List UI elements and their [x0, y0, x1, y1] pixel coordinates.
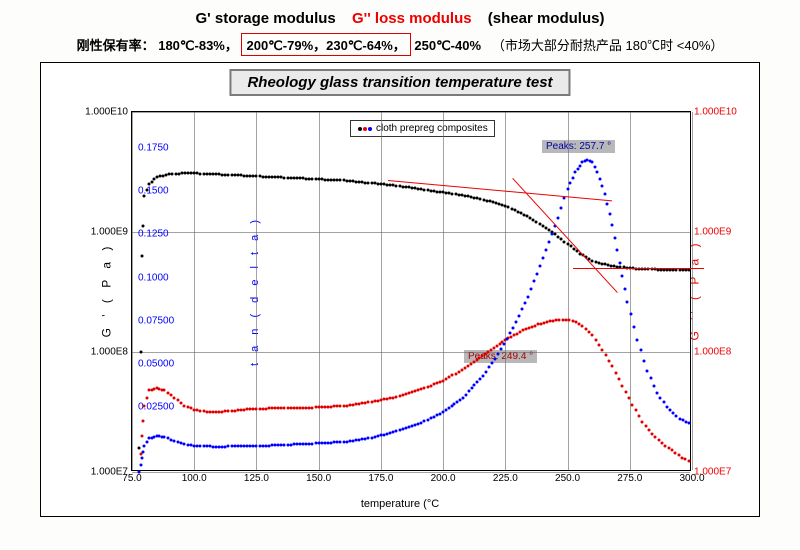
- chart-panel: Rheology glass transition temperature te…: [40, 62, 760, 517]
- ytick-left: 1.000E9: [91, 227, 128, 238]
- rigidity-label: 刚性保有率：: [77, 35, 155, 54]
- ytick-tan: 0.1750: [138, 143, 169, 154]
- ytick-tan: 0.05000: [138, 359, 174, 370]
- xtick: 225.0: [493, 473, 518, 484]
- xtick: 100.0: [182, 473, 207, 484]
- ytick-right: 1.000E8: [694, 347, 731, 358]
- ytick-tan: 0.07500: [138, 315, 174, 326]
- ytick-left: 1.000E7: [91, 467, 128, 478]
- legend-dots: [357, 123, 372, 134]
- ytick-right: 1.000E7: [694, 467, 731, 478]
- rigidity-v3: 250℃-40%: [414, 38, 481, 53]
- tan-delta-label: t a n ( d e l t a ): [249, 216, 261, 366]
- ytick-right: 1.000E9: [694, 227, 731, 238]
- peak-blue-label: Peaks: 257.7 °: [542, 140, 615, 153]
- xtick: 175.0: [368, 473, 393, 484]
- subhead: 刚性保有率： 180℃-83%， 200℃-79%，230℃-64%， 250℃…: [20, 33, 780, 56]
- ytick-left: 1.000E10: [85, 107, 128, 118]
- chart-title: Rheology glass transition temperature te…: [229, 69, 570, 96]
- plot-area: t a n ( d e l t a ) cloth prepreg compos…: [131, 111, 691, 471]
- ref-line: [388, 180, 612, 202]
- xtick: 275.0: [617, 473, 642, 484]
- ref-line: [573, 268, 705, 269]
- shear-label: (shear modulus): [488, 10, 605, 27]
- legend: cloth prepreg composites: [350, 120, 495, 137]
- xtick: 200.0: [431, 473, 456, 484]
- x-axis-label: temperature (°C: [361, 498, 439, 510]
- market-note: （市场大部分耐热产品 180℃时 <40%）: [492, 38, 724, 53]
- g-prime-label: G' storage modulus: [196, 10, 336, 27]
- ytick-tan: 0.1000: [138, 272, 169, 283]
- xtick: 250.0: [555, 473, 580, 484]
- xtick: 150.0: [306, 473, 331, 484]
- rigidity-boxed: 200℃-79%，230℃-64%，: [241, 33, 410, 56]
- rigidity-v1: 180℃-83%，: [158, 38, 238, 53]
- g-double-prime-label: G'' loss modulus: [352, 10, 472, 27]
- y-axis-left-label: G ' ( P a ): [99, 242, 113, 337]
- legend-text: cloth prepreg composites: [376, 123, 488, 134]
- title-line: G' storage modulus G'' loss modulus (she…: [20, 10, 780, 27]
- xtick: 125.0: [244, 473, 269, 484]
- ytick-left: 1.000E8: [91, 347, 128, 358]
- ytick-tan: 0.1250: [138, 229, 169, 240]
- ytick-right: 1.000E10: [694, 107, 737, 118]
- header: G' storage modulus G'' loss modulus (she…: [20, 10, 780, 56]
